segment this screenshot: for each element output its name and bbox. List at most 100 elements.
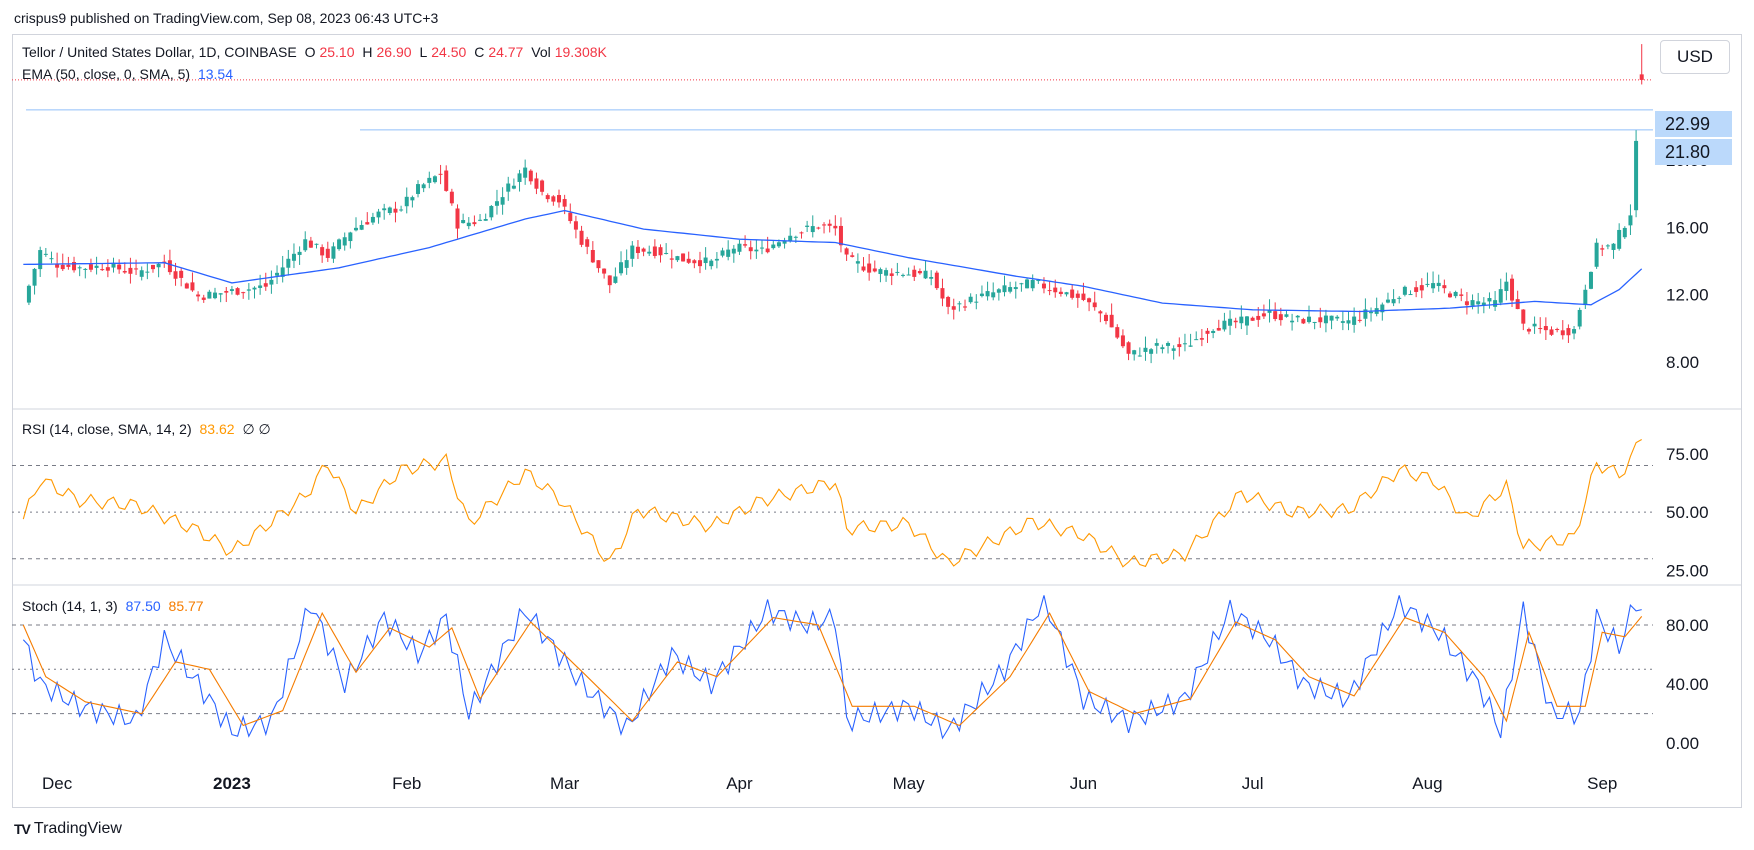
candle-body [793, 236, 798, 238]
candle-body [1498, 289, 1503, 303]
candle-body [1600, 248, 1605, 250]
candle-body [404, 196, 409, 207]
candle-body [1239, 316, 1244, 324]
candle-body [111, 262, 116, 268]
candle-body [325, 248, 330, 258]
candle-body [1267, 310, 1272, 313]
candle-body [1532, 323, 1537, 327]
stoch-d-value: 85.77 [168, 598, 204, 614]
candle-body [872, 268, 877, 272]
ema-legend: EMA (50, close, 0, SMA, 5) 13.54 [22, 66, 237, 82]
candle-body [1543, 326, 1548, 331]
candle-body [647, 251, 652, 254]
candle-body [1340, 321, 1345, 323]
candle-body [359, 225, 364, 230]
price-level-label-1: 22.99 [1655, 111, 1732, 137]
candle-body [816, 227, 821, 229]
candle-body [66, 264, 71, 267]
rsi-axis-tick: 25.00 [1666, 561, 1709, 580]
candle-body [1166, 342, 1171, 346]
candle-body [1363, 309, 1368, 319]
x-axis-tick: Mar [550, 774, 580, 793]
candle-body [855, 261, 860, 264]
symbol-label[interactable]: Tellor / United States Dollar, 1D, COINB… [22, 44, 297, 60]
candle-body [1307, 316, 1312, 323]
candle-body [252, 287, 257, 290]
candle-body [754, 249, 759, 252]
candle-body [150, 264, 155, 270]
candle-body [692, 260, 697, 264]
candle-body [500, 197, 505, 205]
candle-body [1481, 302, 1486, 306]
candle-body [1070, 289, 1075, 298]
candle-body [1628, 215, 1633, 226]
currency-button[interactable]: USD [1660, 40, 1730, 74]
rsi-label[interactable]: RSI (14, close, SMA, 14, 2) [22, 421, 192, 437]
candle-body [963, 306, 968, 308]
footer-brand[interactable]: TV TradingView [14, 820, 122, 838]
candle-body [122, 270, 127, 273]
candle-body [607, 275, 612, 286]
candle-body [297, 251, 302, 255]
candle-body [1075, 293, 1080, 298]
volume-label: Vol [531, 44, 551, 60]
candle-body [1549, 329, 1554, 335]
rsi-extra: ∅ ∅ [242, 421, 271, 437]
x-axis-tick: Jul [1242, 774, 1264, 793]
candle-body [88, 264, 93, 270]
candle-body [134, 268, 139, 270]
candle-body [838, 225, 843, 246]
candle-body [1261, 313, 1266, 317]
stoch-k-line [22, 595, 1642, 740]
chart-frame [12, 34, 1742, 808]
candle-body [884, 270, 889, 276]
stoch-label[interactable]: Stoch (14, 1, 3) [22, 598, 118, 614]
candle-body [241, 292, 246, 294]
candle-body [393, 208, 398, 213]
x-axis-tick: May [893, 774, 926, 793]
high-label: H [362, 44, 373, 60]
high-value: 26.90 [376, 44, 412, 60]
candle-body [1487, 298, 1492, 302]
candle-body [765, 248, 770, 253]
candle-body [573, 221, 578, 230]
ema-value: 13.54 [197, 66, 233, 82]
candle-body [472, 222, 477, 225]
candle-body [669, 258, 674, 260]
candle-body [167, 260, 172, 273]
candle-body [1008, 287, 1013, 292]
candle-body [1504, 281, 1509, 291]
candle-body [1030, 279, 1035, 289]
candle-body [528, 170, 533, 182]
price-level-label-2: 21.80 [1655, 139, 1732, 165]
candle-body [184, 283, 189, 289]
candle-body [1431, 283, 1436, 289]
price-axis-tick: 16.00 [1666, 218, 1709, 237]
candle-body [731, 248, 736, 254]
candle-body [782, 241, 787, 244]
candle-body [743, 244, 748, 246]
candle-body [314, 243, 319, 245]
candle-body [207, 291, 212, 299]
candle-body [1233, 320, 1238, 323]
close-value: 24.77 [488, 44, 524, 60]
candle-body [562, 199, 567, 207]
candle-body [534, 178, 539, 189]
candle-body [32, 268, 37, 286]
candle-body [720, 250, 725, 256]
candle-body [1284, 314, 1289, 317]
candle-body [1380, 304, 1385, 313]
candle-body [1572, 329, 1577, 334]
candle-body [218, 293, 223, 295]
candle-body [1357, 319, 1362, 321]
candle-body [1323, 315, 1328, 324]
candle-body [258, 285, 263, 288]
rsi-legend: RSI (14, close, SMA, 14, 2) 83.62 ∅ ∅ [22, 421, 275, 438]
ema-label[interactable]: EMA (50, close, 0, SMA, 5) [22, 66, 191, 82]
candle-body [156, 263, 161, 268]
candle-body [985, 291, 990, 297]
candle-body [1222, 320, 1227, 330]
candle-body [1041, 283, 1046, 289]
candle-body [1577, 309, 1582, 327]
